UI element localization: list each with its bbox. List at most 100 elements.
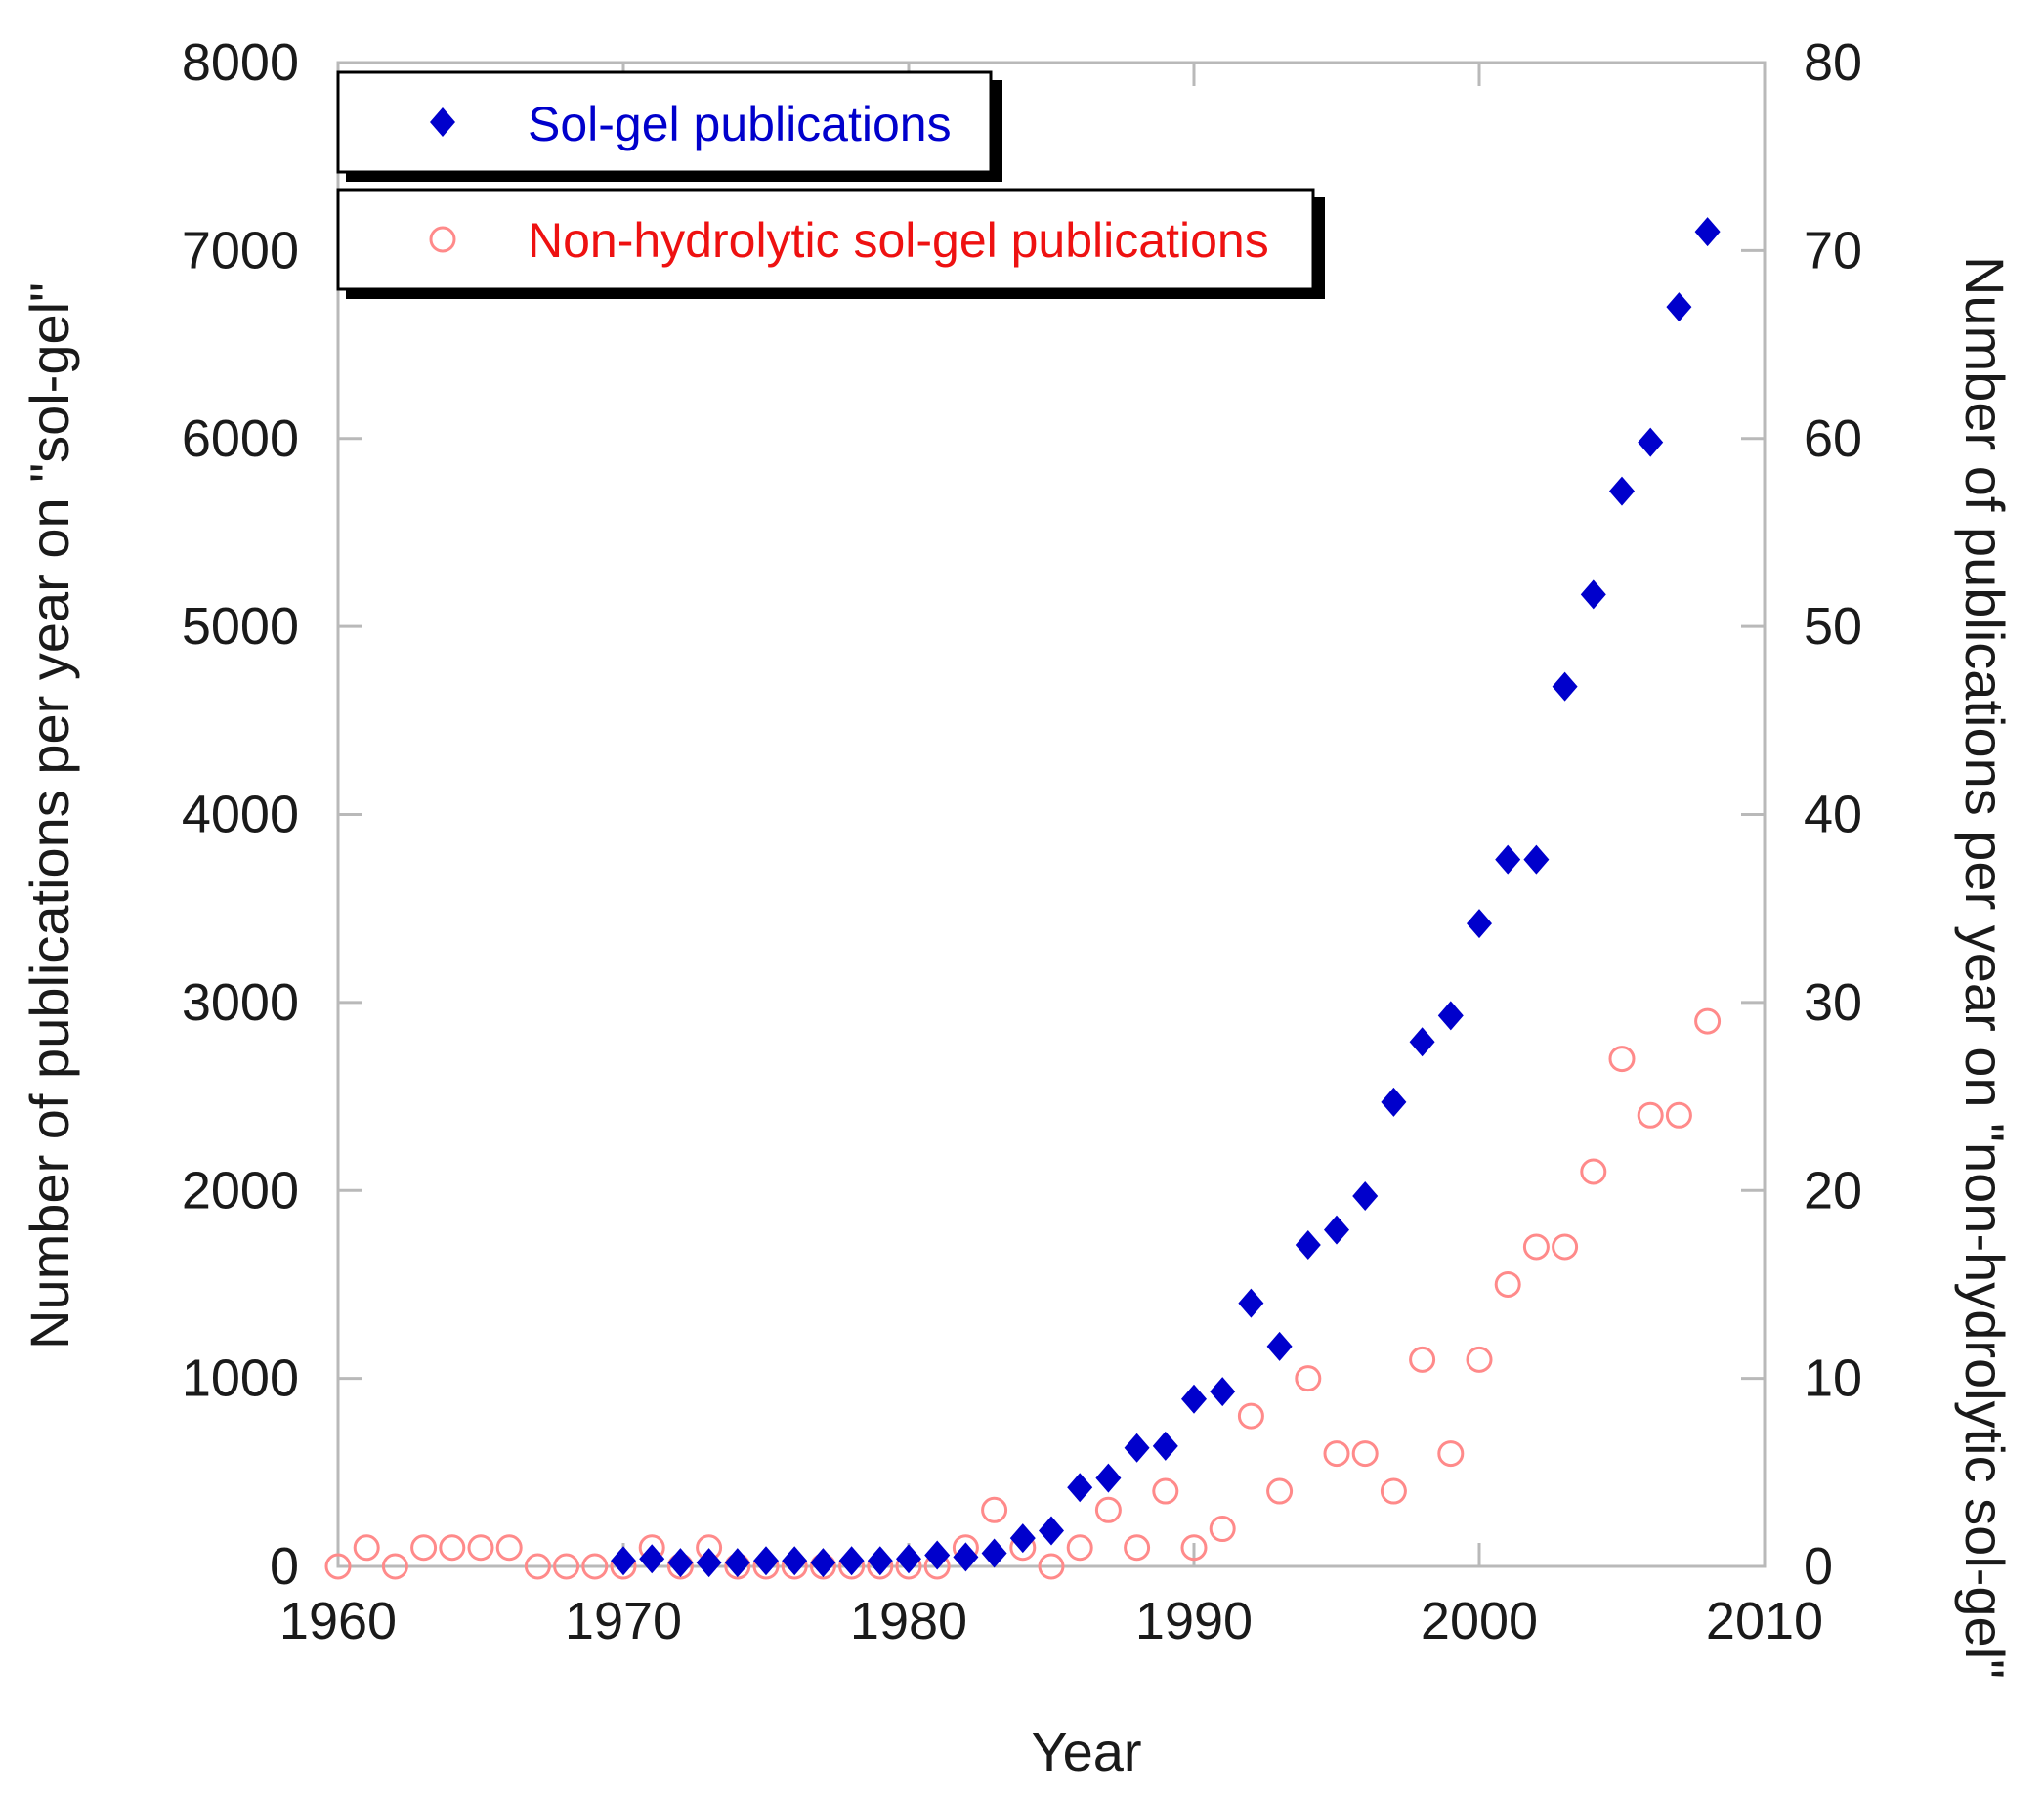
data-point-non-hydrolytic: [1180, 1534, 1208, 1562]
legend-label-non-hydrolytic: Non-hydrolytic sol-gel publications: [528, 213, 1269, 268]
right-y-tick-label: 0: [1804, 1537, 1833, 1596]
data-point-sol-gel: [1409, 1027, 1435, 1057]
legend-box: [336, 188, 1315, 291]
x-axis-title: Year: [1031, 1721, 1141, 1782]
data-point-non-hydrolytic: [1437, 1440, 1465, 1468]
right-y-axis-title: Number of publications per year on "non-…: [1954, 256, 2016, 1679]
right-y-tick-label: 50: [1804, 597, 1862, 656]
series-sol-gel: [611, 217, 1721, 1578]
right-y-tick-label: 70: [1804, 221, 1862, 279]
data-point-sol-gel: [1495, 844, 1521, 875]
x-tick-label: 1960: [279, 1592, 397, 1650]
data-point-non-hydrolytic: [410, 1534, 438, 1562]
data-point-sol-gel: [782, 1546, 808, 1576]
legend: Sol-gel publications Non-hydrolytic sol-…: [336, 70, 1325, 299]
data-point-sol-gel: [1009, 1523, 1036, 1554]
data-point-non-hydrolytic: [495, 1534, 523, 1562]
data-point-non-hydrolytic: [1694, 1007, 1722, 1035]
data-point-sol-gel: [810, 1548, 836, 1578]
data-point-non-hydrolytic: [1323, 1440, 1350, 1468]
left-y-tick-label: 0: [270, 1537, 299, 1596]
data-point-non-hydrolytic: [381, 1553, 408, 1580]
data-point-non-hydrolytic: [1351, 1440, 1379, 1468]
data-point-non-hydrolytic: [1124, 1534, 1151, 1562]
data-point-sol-gel: [1694, 217, 1721, 247]
data-point-sol-gel: [867, 1546, 893, 1576]
x-tick-label: 2010: [1706, 1592, 1823, 1650]
right-y-tick-label: 10: [1804, 1349, 1862, 1408]
data-point-sol-gel: [981, 1538, 1007, 1568]
data-point-non-hydrolytic: [1637, 1101, 1664, 1129]
data-point-non-hydrolytic: [553, 1553, 580, 1580]
data-point-non-hydrolytic: [439, 1534, 466, 1562]
data-point-non-hydrolytic: [1494, 1270, 1521, 1298]
data-point-non-hydrolytic: [1266, 1477, 1294, 1505]
data-point-sol-gel: [1181, 1384, 1207, 1414]
data-point-sol-gel: [753, 1546, 779, 1576]
data-point-non-hydrolytic: [1152, 1477, 1179, 1505]
data-point-sol-gel: [1580, 579, 1606, 610]
legend-marker-circle: [429, 226, 456, 253]
data-point-sol-gel: [1067, 1473, 1093, 1503]
data-point-sol-gel: [1381, 1087, 1407, 1117]
x-tick-labels: 1960 1970 1980 1990 2000 2010: [279, 1592, 1823, 1650]
data-point-non-hydrolytic: [1665, 1101, 1692, 1129]
data-point-non-hydrolytic: [1608, 1046, 1636, 1073]
data-point-sol-gel: [1352, 1181, 1379, 1212]
data-point-non-hydrolytic: [467, 1534, 494, 1562]
data-point-sol-gel: [1609, 476, 1635, 506]
left-y-tick-label: 1000: [182, 1349, 299, 1408]
data-point-non-hydrolytic: [1066, 1534, 1093, 1562]
data-point-sol-gel: [1295, 1230, 1321, 1261]
data-point-non-hydrolytic: [1038, 1553, 1065, 1580]
data-point-sol-gel: [1266, 1331, 1293, 1361]
data-point-sol-gel: [1152, 1431, 1178, 1461]
data-point-non-hydrolytic: [1552, 1233, 1579, 1261]
left-y-tick-label: 4000: [182, 786, 299, 844]
x-tick-label: 1990: [1135, 1592, 1253, 1650]
left-y-tick-label: 8000: [182, 33, 299, 92]
legend-marker-diamond: [430, 107, 455, 137]
data-point-sol-gel: [953, 1542, 979, 1572]
data-point-non-hydrolytic: [1237, 1402, 1264, 1430]
x-tick-label: 1980: [850, 1592, 967, 1650]
right-y-tick-label: 40: [1804, 786, 1862, 844]
left-y-tick-label: 3000: [182, 973, 299, 1032]
data-point-sol-gel: [1095, 1463, 1122, 1493]
data-point-sol-gel: [639, 1544, 665, 1574]
data-point-non-hydrolytic: [1295, 1365, 1322, 1392]
left-y-tick-labels: 0 1000 2000 3000 4000 5000 6000 7000 8000: [182, 33, 299, 1596]
data-point-non-hydrolytic: [1380, 1477, 1407, 1505]
data-point-sol-gel: [1523, 844, 1550, 875]
data-point-sol-gel: [1238, 1288, 1264, 1318]
data-point-sol-gel: [1039, 1516, 1064, 1546]
data-point-sol-gel: [1210, 1377, 1236, 1407]
data-point-non-hydrolytic: [353, 1534, 380, 1562]
data-point-non-hydrolytic: [524, 1553, 551, 1580]
data-point-sol-gel: [1467, 909, 1492, 939]
right-y-tick-label: 20: [1804, 1161, 1862, 1219]
data-point-non-hydrolytic: [581, 1553, 609, 1580]
data-point-non-hydrolytic: [1466, 1346, 1493, 1373]
data-point-sol-gel: [724, 1548, 750, 1578]
series-non-hydrolytic: [324, 1007, 1722, 1580]
legend-label-sol-gel: Sol-gel publications: [528, 97, 952, 151]
data-point-sol-gel: [1324, 1215, 1349, 1245]
data-point-non-hydrolytic: [1209, 1516, 1236, 1543]
data-point-non-hydrolytic: [1094, 1496, 1122, 1523]
data-point-sol-gel: [1437, 1001, 1464, 1031]
data-point-sol-gel: [611, 1546, 636, 1576]
x-tick-label: 1970: [565, 1592, 682, 1650]
data-point-sol-gel: [1124, 1433, 1150, 1463]
legend-entry-non-hydrolytic: Non-hydrolytic sol-gel publications: [336, 188, 1325, 299]
data-point-sol-gel: [896, 1544, 921, 1574]
data-point-non-hydrolytic: [1580, 1158, 1607, 1185]
left-y-tick-label: 5000: [182, 597, 299, 656]
right-y-tick-label: 80: [1804, 33, 1862, 92]
right-y-tick-label: 30: [1804, 973, 1862, 1032]
right-y-tick-label: 60: [1804, 409, 1862, 468]
data-point-non-hydrolytic: [1409, 1346, 1436, 1373]
x-tick-label: 2000: [1421, 1592, 1538, 1650]
data-point-non-hydrolytic: [1522, 1233, 1550, 1261]
